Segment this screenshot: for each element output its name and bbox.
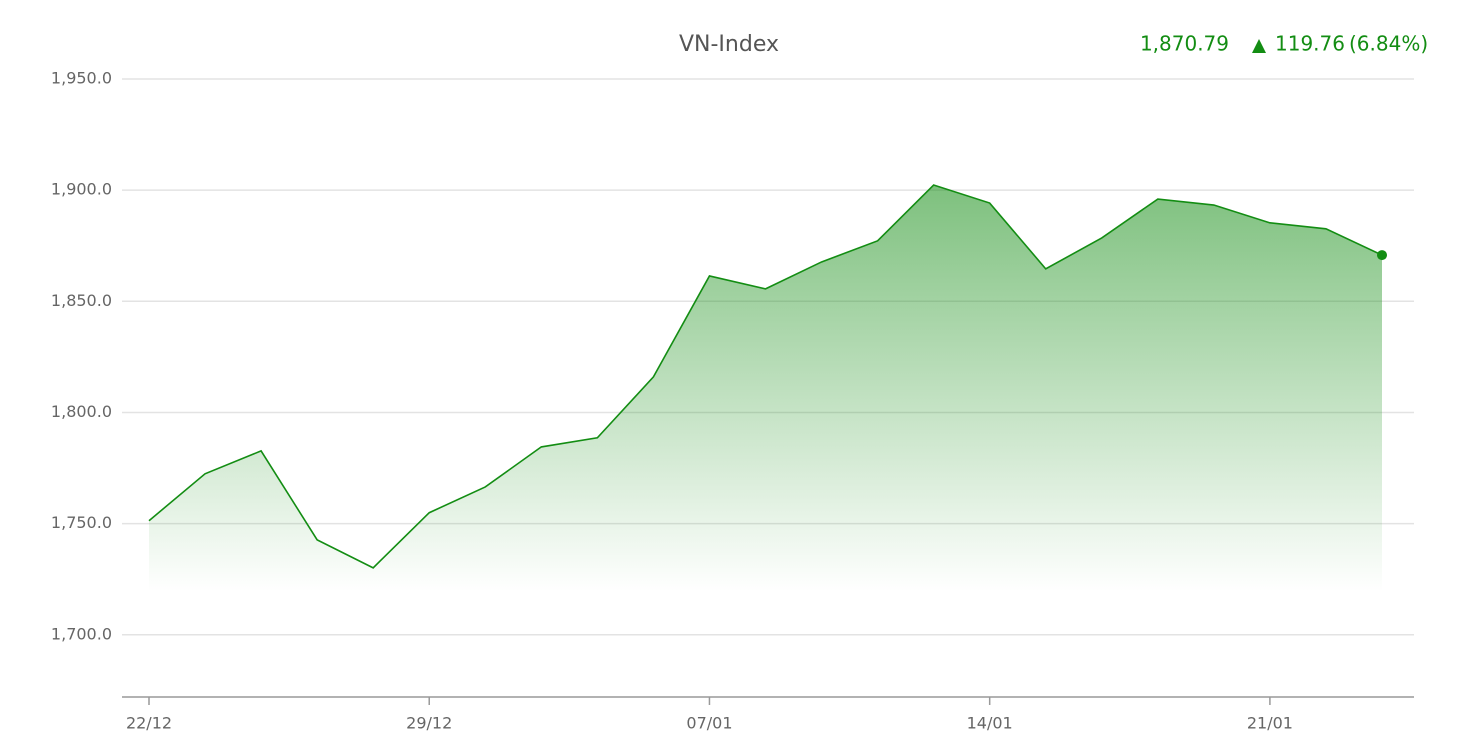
y-tick-label: 1,800.0 [51,402,112,421]
y-tick-label: 1,900.0 [51,180,112,199]
x-tick-label: 14/01 [967,714,1013,733]
change: 119.76 [1275,32,1345,56]
x-tick-label: 07/01 [686,714,732,733]
y-tick-label: 1,700.0 [51,624,112,643]
last-value: 1,870.79 [1140,32,1229,56]
x-tick-label: 21/01 [1247,714,1293,733]
line [148,184,1383,569]
change-pct: (6.84%) [1349,32,1428,56]
x-tick-label: 22/12 [126,714,172,733]
y-tick-label: 1,850.0 [51,291,112,310]
last-point [1377,250,1387,261]
y-tick-label: 1,950.0 [51,69,112,88]
y-tick-label: 1,750.0 [51,513,112,532]
chart-title: VN-Index [679,32,779,57]
up-arrow-icon [1252,39,1266,53]
area [149,185,1382,592]
x-tick-label: 29/12 [406,714,452,733]
